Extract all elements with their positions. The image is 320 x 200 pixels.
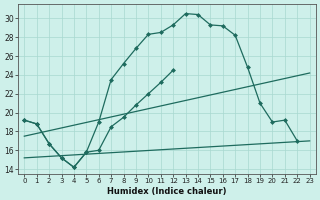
X-axis label: Humidex (Indice chaleur): Humidex (Indice chaleur) [107,187,227,196]
